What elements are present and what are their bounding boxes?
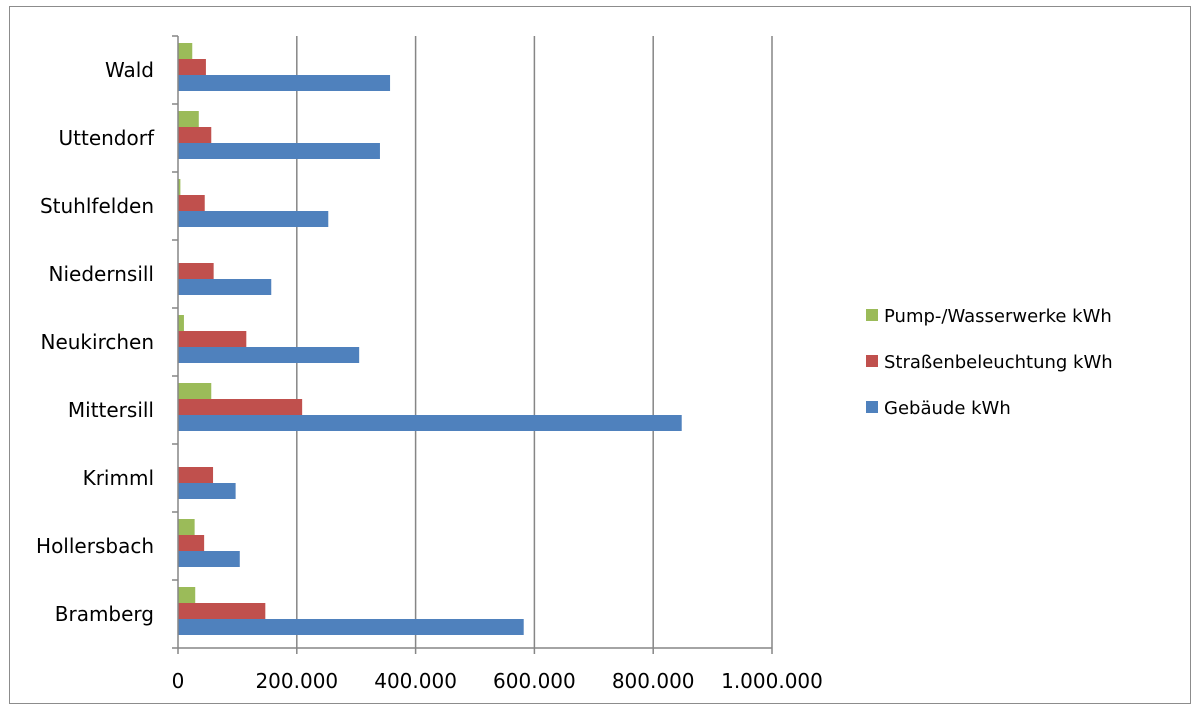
legend-swatch: [866, 401, 878, 413]
y-tick-label: Niedernsill: [49, 262, 154, 286]
bar-pumpwasserwerke-wald: [178, 43, 193, 59]
bar-pumpwasserwerke-stuhlfelden: [178, 179, 181, 195]
legend-label: Gebäude kWh: [884, 398, 1011, 419]
y-tick-label: Uttendorf: [59, 126, 155, 150]
bar-gebude-uttendorf: [178, 143, 380, 159]
bar-gebude-bramberg: [178, 619, 524, 635]
bar-straenbeleuchtung-mittersill: [178, 399, 303, 415]
y-tick-label: Wald: [105, 58, 154, 82]
legend-label: Straßenbeleuchtung kWh: [884, 352, 1113, 373]
bar-pumpwasserwerke-hollersbach: [178, 519, 195, 535]
bars: [178, 43, 682, 635]
bar-gebude-mittersill: [178, 415, 682, 431]
bar-straenbeleuchtung-uttendorf: [178, 127, 212, 143]
y-tick-label: Neukirchen: [40, 330, 154, 354]
legend: Pump-/Wasserwerke kWh Straßenbeleuchtung …: [866, 306, 1113, 419]
y-tick-label: Hollersbach: [36, 534, 154, 558]
grid-lines: [296, 36, 773, 648]
bar-straenbeleuchtung-wald: [178, 59, 206, 75]
bar-straenbeleuchtung-niedernsill: [178, 263, 214, 279]
bar-gebude-hollersbach: [178, 551, 240, 567]
tick-labels: 0 200.000 400.000 600.000 800.000 1.000.000 Br…: [36, 58, 823, 693]
bar-gebude-niedernsill: [178, 279, 272, 295]
legend-label: Pump-/Wasserwerke kWh: [884, 306, 1112, 327]
bar-pumpwasserwerke-bramberg: [178, 587, 196, 603]
bar-pumpwasserwerke-neukirchen: [178, 315, 184, 331]
x-tick-label: 0: [172, 669, 185, 693]
x-tick-label: 800.000: [612, 669, 695, 693]
bar-gebude-neukirchen: [178, 347, 360, 363]
legend-swatch: [866, 309, 878, 321]
y-tick-label: Mittersill: [68, 398, 154, 422]
bar-straenbeleuchtung-hollersbach: [178, 535, 205, 551]
bar-straenbeleuchtung-stuhlfelden: [178, 195, 205, 211]
bar-pumpwasserwerke-mittersill: [178, 383, 212, 399]
bar-gebude-wald: [178, 75, 391, 91]
x-tick-label: 600.000: [493, 669, 576, 693]
bar-pumpwasserwerke-uttendorf: [178, 111, 199, 127]
y-tick-label: Bramberg: [55, 602, 154, 626]
bar-gebude-krimml: [178, 483, 236, 499]
bar-straenbeleuchtung-krimml: [178, 467, 214, 483]
y-tick-label: Stuhlfelden: [40, 194, 154, 218]
y-tick-label: Krimml: [83, 466, 154, 490]
bar-straenbeleuchtung-bramberg: [178, 603, 266, 619]
bar-straenbeleuchtung-neukirchen: [178, 331, 247, 347]
x-tick-label: 400.000: [374, 669, 457, 693]
bar-gebude-stuhlfelden: [178, 211, 329, 227]
x-tick-label: 200.000: [255, 669, 338, 693]
x-tick-label: 1.000.000: [721, 669, 823, 693]
axes: [172, 35, 773, 654]
legend-swatch: [866, 355, 878, 367]
